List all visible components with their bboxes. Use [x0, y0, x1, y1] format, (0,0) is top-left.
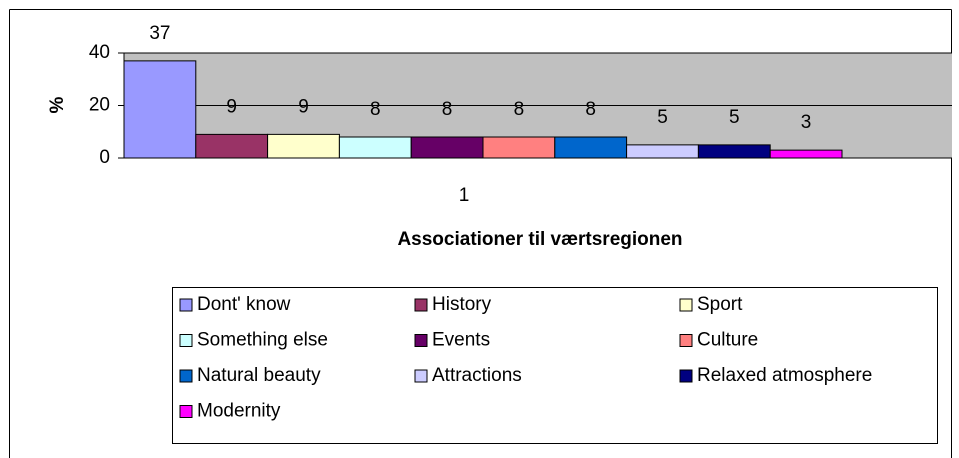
legend-swatch: [179, 298, 193, 312]
x-axis-title: Associationer til værtsregionen: [397, 229, 682, 250]
legend-swatch: [679, 369, 693, 383]
legend-label: Sport: [697, 294, 743, 315]
data-label: 8: [442, 99, 453, 120]
legend-label: Natural beauty: [197, 365, 321, 386]
legend-label: Relaxed atmosphere: [697, 365, 872, 386]
legend-label: Something else: [197, 330, 328, 351]
data-label: 8: [370, 99, 381, 120]
y-axis-title: %: [47, 96, 68, 113]
y-tick-label: 20: [89, 95, 110, 116]
bar: [410, 136, 484, 159]
legend-label: History: [432, 294, 492, 315]
legend-swatch: [179, 405, 193, 418]
legend-swatch: [679, 334, 693, 347]
legend: [172, 287, 938, 444]
legend-swatch: [179, 369, 193, 383]
bar: [769, 149, 843, 159]
legend-label: Attractions: [432, 365, 522, 386]
y-tick-label: 0: [99, 147, 110, 168]
legend-swatch: [414, 369, 428, 383]
legend-swatch: [414, 334, 428, 347]
data-label: 5: [657, 107, 668, 128]
data-label: 9: [226, 96, 237, 117]
bar: [697, 144, 771, 159]
bar: [554, 136, 628, 159]
legend-label: Dont' know: [197, 294, 291, 315]
legend-swatch: [679, 298, 693, 312]
bar: [626, 144, 699, 159]
data-label: 5: [729, 107, 740, 128]
legend-label: Modernity: [197, 401, 281, 422]
legend-swatch: [179, 334, 193, 347]
legend-label: Culture: [697, 330, 758, 351]
bar: [338, 136, 412, 159]
y-tick-label: 40: [89, 42, 110, 63]
bar: [123, 60, 197, 159]
bar: [195, 133, 269, 159]
legend-swatch: [414, 298, 428, 312]
data-label: 9: [298, 96, 309, 117]
data-label: 8: [514, 99, 525, 120]
bar: [267, 133, 340, 159]
data-label: 37: [149, 23, 170, 44]
data-label: 3: [801, 112, 812, 133]
x-tick-label: 1: [459, 185, 470, 206]
legend-label: Events: [432, 330, 490, 351]
data-label: 8: [585, 99, 596, 120]
bar: [482, 136, 556, 159]
